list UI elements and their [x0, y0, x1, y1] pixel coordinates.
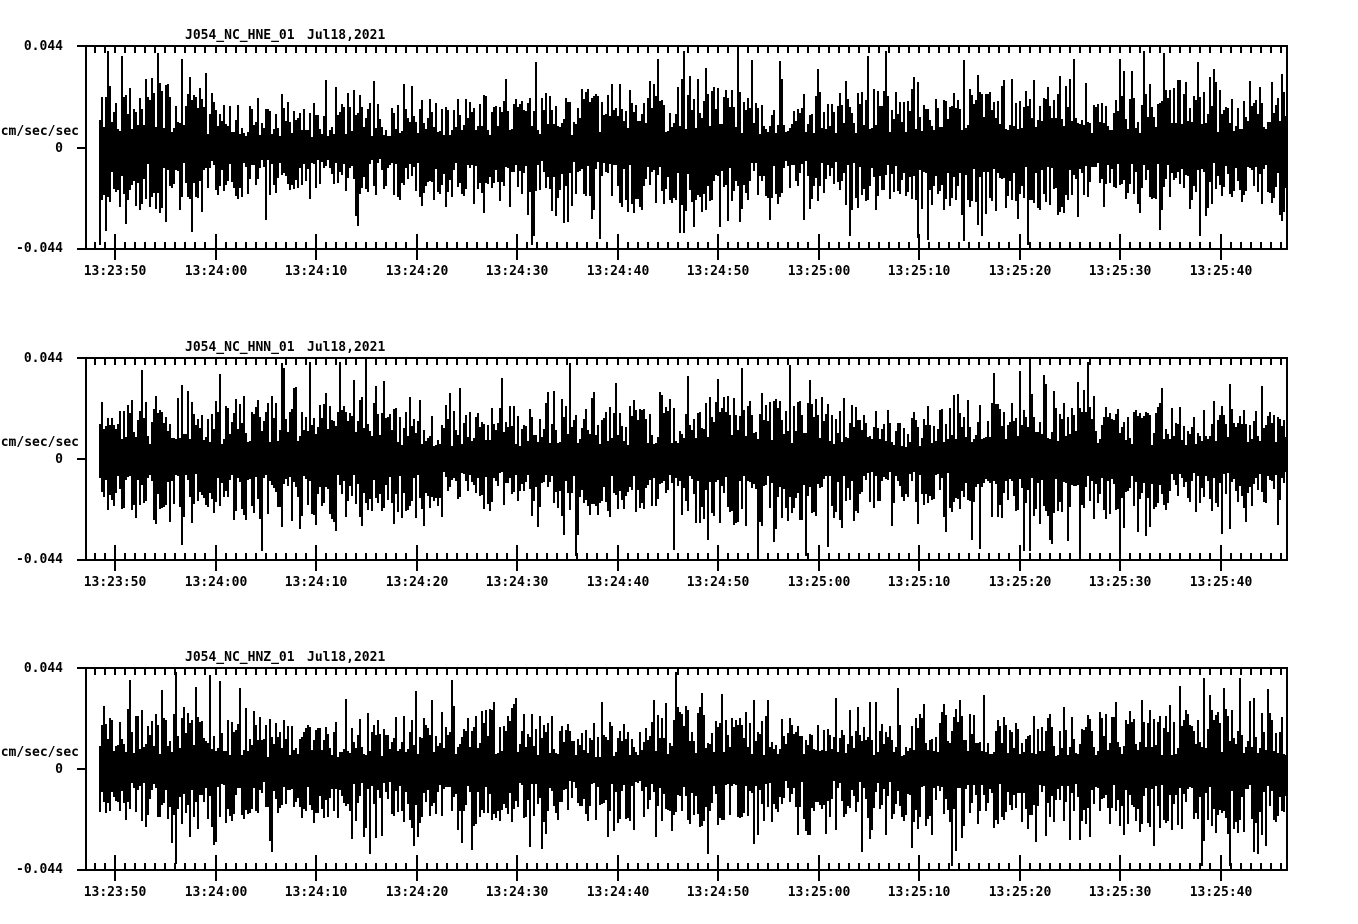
x-axis-tick-label: 13:24:50: [687, 575, 750, 590]
x-axis-tick-label: 13:25:20: [989, 264, 1052, 279]
x-axis-tick-label: 13:24:30: [486, 264, 549, 279]
seismogram-panel-HNE: J054_NC_HNE_01 Jul18,2021 0.044 cm/sec/sec 0…: [1, 28, 1288, 279]
x-axis-tick-label: 13:24:20: [386, 575, 449, 590]
x-axis-tick-label: 13:23:50: [84, 575, 147, 590]
x-axis-tick-label: 13:25:40: [1190, 575, 1253, 590]
x-axis-tick-label: 13:24:30: [486, 575, 549, 590]
x-axis-tick-label: 13:25:30: [1089, 264, 1152, 279]
x-axis-tick-label: 13:24:50: [687, 264, 750, 279]
y-axis-max-label: 0.044: [24, 661, 63, 676]
x-axis-tick-label: 13:24:20: [386, 264, 449, 279]
y-axis-min-label: -0.044: [16, 862, 63, 877]
y-axis-max-label: 0.044: [24, 351, 63, 366]
panel-title-station: J054_NC_HNZ_01: [185, 650, 295, 665]
x-axis-tick-label: 13:25:40: [1190, 264, 1253, 279]
x-axis-tick-label: 13:25:10: [888, 885, 951, 900]
x-axis-tick-label: 13:25:40: [1190, 885, 1253, 900]
y-axis-units-label: cm/sec/sec: [1, 124, 79, 139]
x-axis-tick-label: 13:24:30: [486, 885, 549, 900]
x-axis-tick-label: 13:24:00: [185, 264, 248, 279]
x-axis-tick-label: 13:25:00: [788, 885, 851, 900]
x-axis-tick-label: 13:24:10: [285, 264, 348, 279]
x-axis-tick-label: 13:24:50: [687, 885, 750, 900]
y-axis-units-label: cm/sec/sec: [1, 745, 79, 760]
x-axis-tick-label: 13:25:00: [788, 264, 851, 279]
axis-ticks: [94, 46, 1282, 260]
panel-title-date: Jul18,2021: [307, 650, 385, 665]
waveform-trace-HNE: [99, 51, 1287, 245]
y-axis-min-label: -0.044: [16, 552, 63, 567]
x-axis-tick-label: 13:25:10: [888, 575, 951, 590]
panel-frame: [77, 667, 1288, 871]
axis-ticks: [94, 358, 1282, 571]
seismogram-panel-HNZ: J054_NC_HNZ_01 Jul18,2021 0.044 cm/sec/sec 0…: [1, 650, 1288, 900]
x-axis-tick-label: 13:25:30: [1089, 885, 1152, 900]
x-axis-tick-label: 13:24:40: [587, 264, 650, 279]
panel-title-date: Jul18,2021: [307, 28, 385, 43]
x-axis-tick-label: 13:25:20: [989, 885, 1052, 900]
x-axis-tick-label: 13:24:10: [285, 575, 348, 590]
seismogram-panel-HNN: J054_NC_HNN_01 Jul18,2021 0.044 cm/sec/sec 0…: [1, 340, 1288, 590]
panel-title-station: J054_NC_HNE_01: [185, 28, 295, 43]
x-axis-tick-label: 13:25:00: [788, 575, 851, 590]
waveform-trace-HNZ: [99, 672, 1287, 866]
x-axis-tick-label: 13:25:10: [888, 264, 951, 279]
x-axis-tick-label: 13:25:20: [989, 575, 1052, 590]
y-axis-min-label: -0.044: [16, 241, 63, 256]
y-axis-max-label: 0.044: [24, 39, 63, 54]
axis-ticks: [94, 668, 1282, 881]
x-axis-tick-label: 13:24:40: [587, 885, 650, 900]
y-axis-zero-label: 0: [55, 452, 63, 467]
x-axis-tick-label: 13:23:50: [84, 264, 147, 279]
x-axis-tick-label: 13:25:30: [1089, 575, 1152, 590]
x-axis-tick-label: 13:24:00: [185, 575, 248, 590]
x-axis-tick-label: 13:24:40: [587, 575, 650, 590]
y-axis-units-label: cm/sec/sec: [1, 435, 79, 450]
y-axis-zero-label: 0: [55, 141, 63, 156]
panel-title-date: Jul18,2021: [307, 340, 385, 355]
x-axis-tick-label: 13:24:10: [285, 885, 348, 900]
y-axis-zero-label: 0: [55, 762, 63, 777]
x-axis-tick-label: 13:23:50: [84, 885, 147, 900]
x-axis-tick-label: 13:24:20: [386, 885, 449, 900]
panel-frame: [77, 45, 1288, 250]
panel-title-station: J054_NC_HNN_01: [185, 340, 295, 355]
x-axis-tick-label: 13:24:00: [185, 885, 248, 900]
panel-frame: [77, 357, 1288, 561]
waveform-trace-HNN: [99, 362, 1287, 556]
